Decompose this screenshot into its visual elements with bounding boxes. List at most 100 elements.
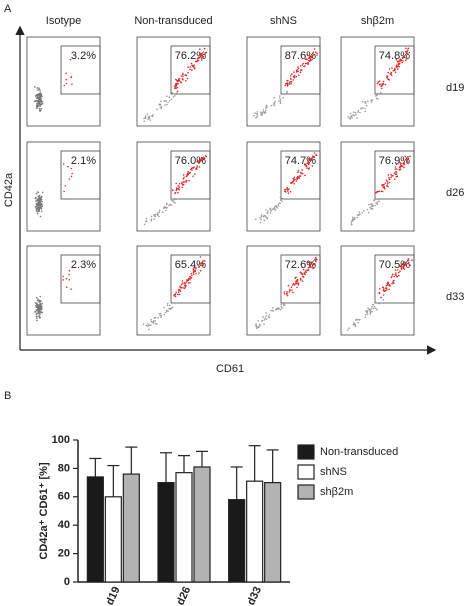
event-dot: [174, 197, 176, 200]
event-dot: [393, 275, 395, 278]
event-dot: [381, 190, 384, 193]
event-dot: [367, 211, 370, 214]
event-dot: [175, 189, 177, 192]
event-dot: [316, 54, 318, 56]
event-dot: [175, 182, 177, 185]
event-dot: [39, 295, 42, 298]
event-dot: [35, 193, 38, 195]
event-dot: [272, 307, 274, 309]
event-dot: [176, 90, 179, 93]
plot-frame: [246, 245, 321, 336]
event-dot: [264, 112, 266, 114]
event-dot: [174, 191, 177, 194]
event-dot: [384, 289, 387, 292]
event-dot: [154, 320, 156, 322]
event-dot: [279, 102, 282, 105]
event-dot: [311, 159, 314, 161]
event-dot: [368, 309, 370, 311]
event-dot: [260, 214, 263, 216]
event-dot: [386, 76, 388, 79]
event-dot: [378, 84, 381, 86]
event-dot: [371, 203, 373, 205]
event-dot: [364, 107, 366, 110]
event-dot: [383, 187, 386, 189]
event-dot: [369, 206, 371, 209]
event-dot: [302, 268, 305, 271]
event-dot: [158, 209, 161, 212]
event-dot: [375, 95, 377, 97]
event-dot: [386, 78, 389, 80]
gate-percentage: 74.8%: [379, 50, 410, 62]
event-dot: [163, 100, 166, 102]
event-dot: [180, 75, 182, 77]
event-dot: [173, 87, 176, 89]
event-dot: [404, 59, 407, 62]
event-dot: [174, 293, 177, 295]
event-dot: [147, 116, 150, 118]
event-dot: [297, 171, 299, 174]
event-dot: [166, 304, 169, 307]
event-dot: [376, 94, 378, 96]
event-dot: [150, 318, 152, 321]
event-dot: [178, 78, 181, 80]
event-dot: [36, 309, 38, 312]
event-dot: [293, 76, 296, 79]
event-dot: [314, 51, 317, 53]
event-dot: [387, 284, 389, 286]
event-dot: [165, 100, 167, 102]
event-dot: [262, 215, 265, 218]
row-label: d26: [446, 187, 464, 199]
y-tick-label: 20: [58, 548, 70, 560]
event-dot: [39, 94, 41, 97]
gate-percentage: 76.2%: [175, 50, 206, 62]
event-dot: [378, 80, 381, 82]
event-dot: [200, 52, 202, 55]
bar: [193, 466, 211, 583]
event-dot: [150, 324, 152, 327]
event-dot: [202, 55, 205, 58]
event-dot: [396, 60, 399, 63]
event-dot: [265, 104, 268, 107]
event-dot: [279, 97, 281, 99]
event-dot: [297, 282, 300, 284]
event-dot: [374, 92, 376, 94]
event-dot: [378, 302, 381, 305]
event-dot: [304, 58, 307, 60]
event-dot: [70, 175, 73, 178]
event-dot: [267, 316, 270, 318]
event-dot: [310, 59, 312, 61]
event-dot: [365, 310, 367, 312]
event-dot: [193, 270, 195, 273]
event-dot: [187, 277, 190, 280]
event-dot: [364, 313, 367, 316]
event-dot: [277, 308, 279, 310]
event-dot: [282, 303, 285, 305]
event-dot: [391, 283, 393, 285]
event-dot: [395, 173, 398, 175]
event-dot: [407, 47, 410, 50]
event-dot: [348, 327, 350, 330]
event-dot: [350, 115, 353, 117]
event-dot: [358, 211, 361, 213]
event-dot: [35, 296, 38, 299]
event-dot: [288, 83, 291, 85]
event-dot: [177, 191, 179, 194]
event-dot: [286, 83, 289, 86]
event-dot: [153, 320, 155, 323]
event-dot: [196, 58, 199, 60]
event-dot: [388, 288, 390, 291]
event-dot: [41, 191, 44, 194]
gate-percentage: 74.7%: [285, 155, 316, 167]
event-dot: [397, 64, 400, 66]
event-dot: [62, 163, 65, 165]
event-dot: [38, 97, 40, 100]
event-dot: [181, 280, 184, 282]
event-dot: [199, 159, 202, 162]
event-dot: [392, 281, 394, 284]
event-dot: [350, 112, 352, 115]
event-dot: [186, 77, 189, 80]
event-dot: [386, 289, 388, 291]
event-dot: [154, 215, 156, 218]
event-dot: [187, 282, 190, 284]
event-dot: [351, 116, 353, 119]
